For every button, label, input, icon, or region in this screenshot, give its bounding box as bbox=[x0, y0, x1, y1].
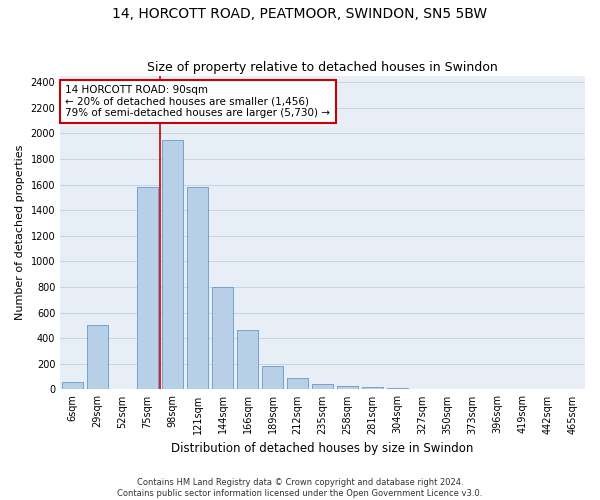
X-axis label: Distribution of detached houses by size in Swindon: Distribution of detached houses by size … bbox=[172, 442, 474, 455]
Bar bbox=[187, 187, 208, 390]
Y-axis label: Number of detached properties: Number of detached properties bbox=[15, 145, 25, 320]
Bar bbox=[362, 387, 383, 390]
Text: Contains HM Land Registry data © Crown copyright and database right 2024.
Contai: Contains HM Land Registry data © Crown c… bbox=[118, 478, 482, 498]
Bar bbox=[312, 384, 333, 390]
Bar bbox=[62, 382, 83, 390]
Title: Size of property relative to detached houses in Swindon: Size of property relative to detached ho… bbox=[147, 62, 498, 74]
Bar bbox=[262, 366, 283, 390]
Bar bbox=[412, 389, 433, 390]
Text: 14, HORCOTT ROAD, PEATMOOR, SWINDON, SN5 5BW: 14, HORCOTT ROAD, PEATMOOR, SWINDON, SN5… bbox=[112, 8, 488, 22]
Bar bbox=[212, 287, 233, 390]
Bar bbox=[112, 389, 133, 390]
Bar bbox=[162, 140, 183, 390]
Bar bbox=[337, 386, 358, 390]
Bar bbox=[237, 330, 258, 390]
Bar bbox=[87, 326, 108, 390]
Text: 14 HORCOTT ROAD: 90sqm
← 20% of detached houses are smaller (1,456)
79% of semi-: 14 HORCOTT ROAD: 90sqm ← 20% of detached… bbox=[65, 85, 331, 118]
Bar bbox=[287, 378, 308, 390]
Bar bbox=[387, 388, 408, 390]
Bar bbox=[137, 187, 158, 390]
